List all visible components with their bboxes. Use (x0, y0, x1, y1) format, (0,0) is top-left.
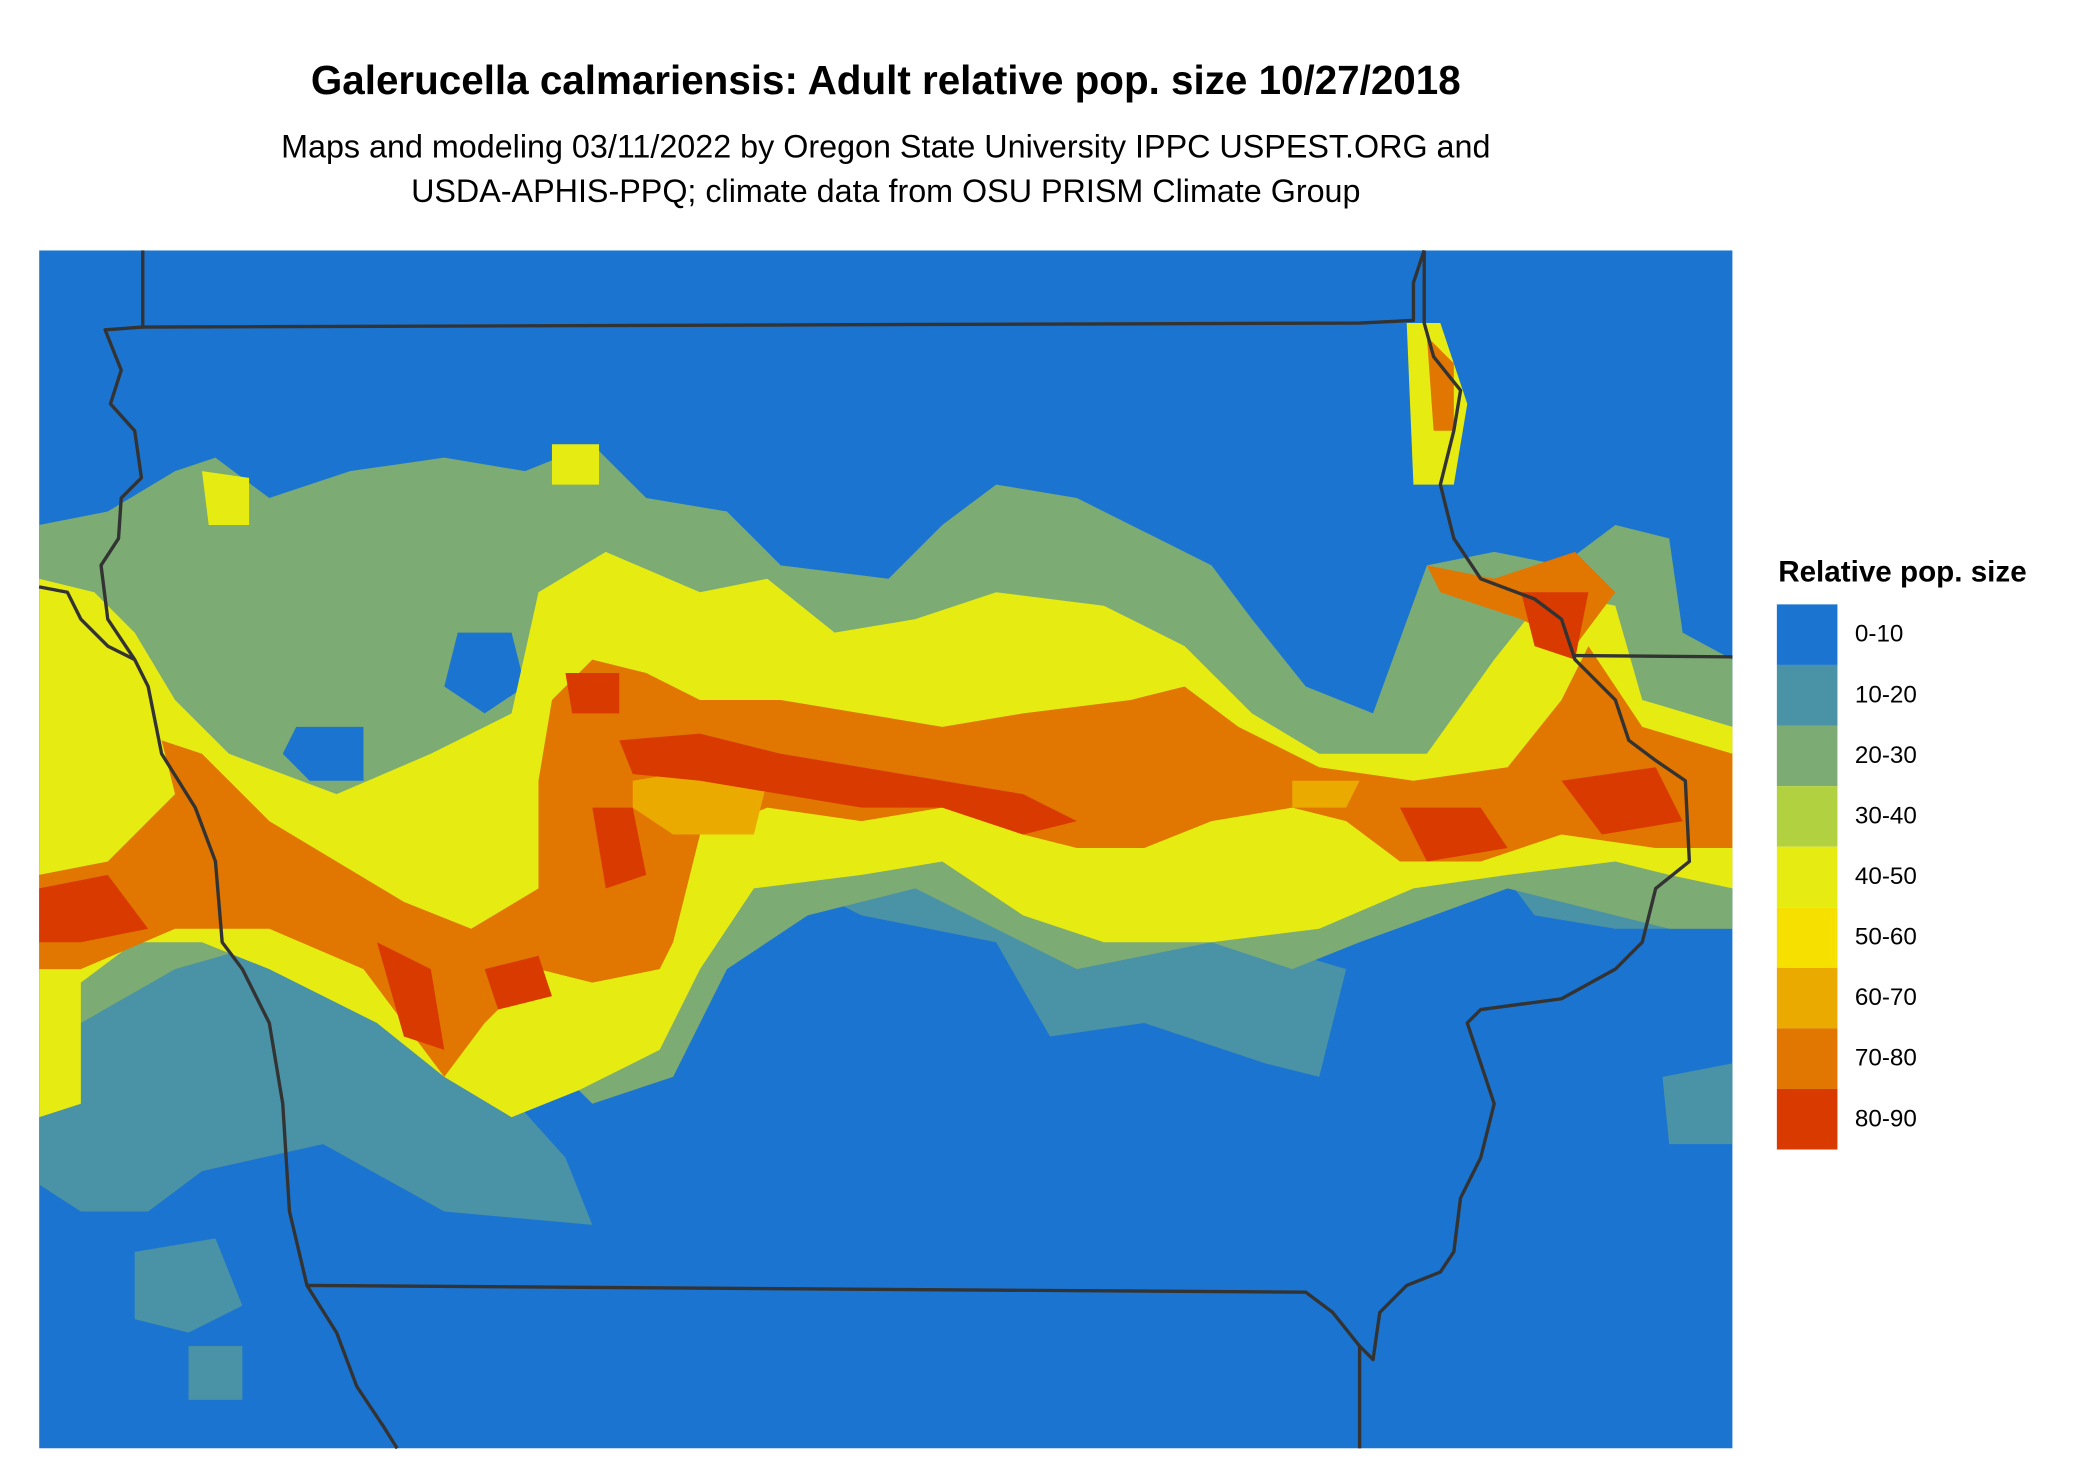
map (38, 249, 1733, 1450)
legend-swatch (1776, 725, 1838, 787)
legend-swatch (1776, 967, 1838, 1029)
legend-label: 20-30 (1855, 742, 1917, 769)
subtitle: Maps and modeling 03/11/2022 by Oregon S… (281, 128, 1490, 164)
state-border (1574, 653, 1733, 659)
region (39, 646, 1733, 1077)
legend-swatch (1776, 786, 1838, 847)
title: Galerucella calmariensis: Adult relative… (311, 57, 1461, 103)
legend-label: 70-80 (1855, 1045, 1917, 1072)
legend-label: 40-50 (1855, 863, 1917, 890)
legend-label: 0-10 (1855, 621, 1903, 648)
legend-swatch (1776, 664, 1838, 726)
legend-label: 60-70 (1855, 984, 1917, 1011)
state-border (141, 249, 1426, 329)
legend-label: 50-60 (1855, 924, 1917, 951)
subtitle: USDA-APHIS-PPQ; climate data from OSU PR… (411, 173, 1360, 209)
legend-swatch (1776, 846, 1838, 908)
state-border (38, 585, 136, 662)
region (39, 834, 1733, 1400)
legend-label: 80-90 (1855, 1105, 1917, 1132)
region (282, 632, 526, 781)
legend-swatch (1776, 604, 1838, 665)
region (1426, 336, 1616, 647)
legend-swatch (1776, 907, 1838, 968)
legend-swatch (1776, 1088, 1838, 1150)
legend-title: Relative pop. size (1778, 555, 2026, 588)
legend-swatch (1776, 1028, 1838, 1089)
legend-label: 10-20 (1855, 681, 1917, 708)
legend: Relative pop. size 0-10 10-20 20-30 30-40 40… (1776, 555, 2027, 1150)
state-border (306, 250, 1692, 1362)
legend-label: 30-40 (1855, 802, 1917, 829)
